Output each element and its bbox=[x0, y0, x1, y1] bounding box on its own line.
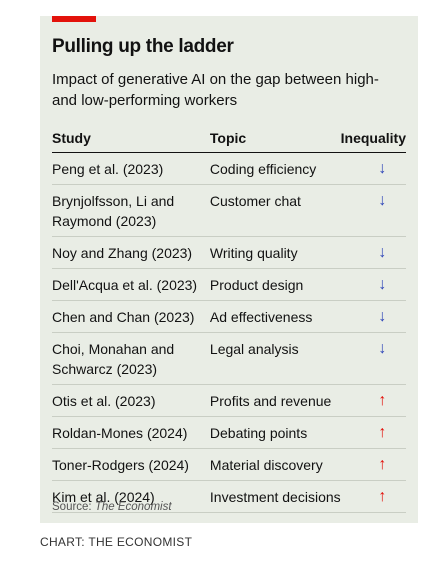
table-row: Kim et al. (2024) Investment decisions ↑ bbox=[52, 480, 406, 513]
arrow-up-icon: ↑ bbox=[340, 448, 406, 481]
source-name: The Economist bbox=[94, 501, 172, 513]
economist-red-tag bbox=[52, 16, 96, 22]
table-row: Noy and Zhang (2023) Writing quality ↓ bbox=[52, 236, 406, 269]
arrow-down-icon: ↓ bbox=[340, 236, 406, 269]
chart-title: Pulling up the ladder bbox=[52, 36, 234, 57]
header-topic: Topic bbox=[209, 127, 341, 153]
arrow-down-icon: ↓ bbox=[340, 184, 406, 237]
topic-cell: Customer chat bbox=[209, 184, 341, 237]
table-row: Peng et al. (2023) Coding efficiency ↓ bbox=[52, 152, 406, 185]
study-cell: Noy and Zhang (2023) bbox=[52, 236, 210, 269]
study-cell: Toner-Rodgers (2024) bbox=[52, 448, 210, 481]
arrow-up-icon: ↑ bbox=[340, 384, 406, 417]
arrow-up-icon: ↑ bbox=[340, 416, 406, 449]
topic-cell: Investment decisions bbox=[209, 480, 341, 513]
table-row: Otis et al. (2023) Profits and revenue ↑ bbox=[52, 384, 406, 417]
topic-cell: Writing quality bbox=[209, 236, 341, 269]
topic-cell: Debating points bbox=[209, 416, 341, 449]
table-row: Choi, Monahan and Schwarcz (2023) Legal a… bbox=[52, 332, 406, 385]
topic-cell: Ad effectiveness bbox=[209, 300, 341, 333]
arrow-down-icon: ↓ bbox=[340, 332, 406, 385]
study-cell: Choi, Monahan and Schwarcz (2023) bbox=[52, 332, 210, 385]
arrow-down-icon: ↓ bbox=[340, 268, 406, 301]
arrow-up-icon: ↑ bbox=[340, 480, 406, 513]
table-row: Chen and Chan (2023) Ad effectiveness ↓ bbox=[52, 300, 406, 333]
study-cell: Roldan-Mones (2024) bbox=[52, 416, 210, 449]
chart-card: Pulling up the ladder Impact of generati… bbox=[40, 16, 418, 523]
header-study: Study bbox=[52, 127, 210, 153]
study-cell: Kim et al. (2024) bbox=[52, 480, 210, 513]
study-cell: Peng et al. (2023) bbox=[52, 152, 210, 185]
arrow-down-icon: ↓ bbox=[340, 300, 406, 333]
topic-cell: Legal analysis bbox=[209, 332, 341, 385]
study-cell: Chen and Chan (2023) bbox=[52, 300, 210, 333]
topic-cell: Material discovery bbox=[209, 448, 341, 481]
topic-cell: Coding efficiency bbox=[209, 152, 341, 185]
study-cell: Otis et al. (2023) bbox=[52, 384, 210, 417]
arrow-down-icon: ↓ bbox=[340, 152, 406, 185]
table-row: Brynjolfsson, Li and Raymond (2023) Custo… bbox=[52, 184, 406, 237]
study-cell: Brynjolfsson, Li and Raymond (2023) bbox=[52, 184, 210, 237]
topic-cell: Product design bbox=[209, 268, 341, 301]
topic-cell: Profits and revenue bbox=[209, 384, 341, 417]
source-note: Source: The Economist bbox=[52, 501, 172, 513]
table-row: Toner-Rodgers (2024) Material discovery ↑ bbox=[52, 448, 406, 481]
header-inequality: Inequality bbox=[340, 127, 406, 153]
studies-table: Study Topic Inequality Peng et al. (2023… bbox=[52, 127, 406, 513]
study-cell: Dell'Acqua et al. (2023) bbox=[52, 268, 210, 301]
source-prefix: Source: bbox=[52, 501, 95, 513]
chart-subtitle: Impact of generative AI on the gap betwe… bbox=[52, 71, 379, 109]
table-header-row: Study Topic Inequality bbox=[52, 127, 406, 153]
chart-credit: CHART: THE ECONOMIST bbox=[40, 535, 193, 549]
table-row: Dell'Acqua et al. (2023) Product design ↓ bbox=[52, 268, 406, 301]
table-row: Roldan-Mones (2024) Debating points ↑ bbox=[52, 416, 406, 449]
